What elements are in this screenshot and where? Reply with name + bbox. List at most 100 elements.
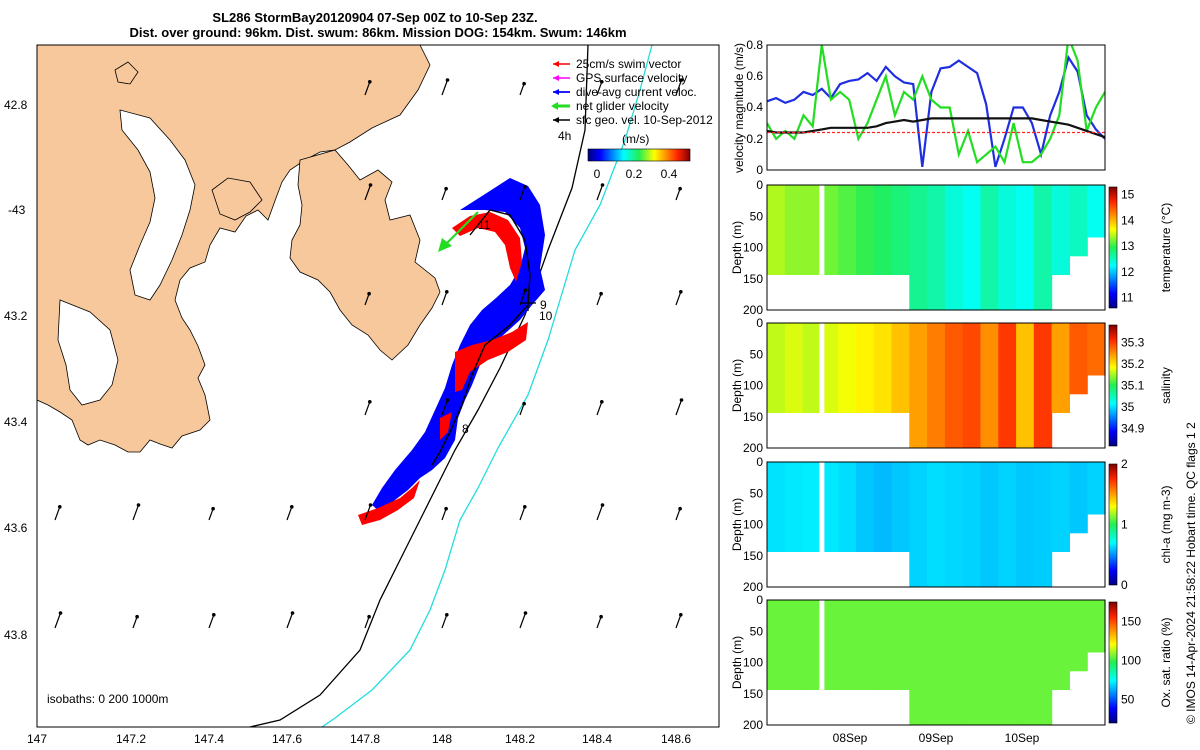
geo-arrow [441, 291, 448, 306]
section-frame [766, 184, 1106, 311]
section-cell [767, 600, 786, 690]
geo-arrow-head [600, 183, 605, 187]
section-cell [873, 185, 893, 275]
section-cell [1087, 462, 1106, 515]
map-frame [36, 44, 720, 728]
section-cell [1033, 600, 1053, 725]
geo-arrow-head [522, 81, 526, 86]
dive-avg-current-band [372, 178, 545, 512]
section-panel-oxygen: 0 50 100 150 200 Depth (m) 50 100 150 Ox. sat. ra… [730, 593, 1173, 732]
geo-arrow-head [368, 400, 372, 404]
section-cell [802, 323, 821, 413]
land-inner-block [211, 177, 263, 221]
net-velocity-arrowhead [438, 238, 452, 252]
section-cell [1069, 462, 1088, 534]
net-velocity-arrow [441, 211, 479, 249]
section-cell [1016, 600, 1035, 725]
section-cell [891, 462, 910, 552]
legend-net-velocity: net glider velocity [576, 99, 669, 113]
water-derwent [57, 299, 119, 406]
section-cell [855, 323, 875, 413]
section-cell [1051, 185, 1070, 275]
section-no-data [767, 691, 909, 725]
section-panel-chl-a: 0 50 100 150 200 Depth (m) 0 1 2 chl-a (mg m-3) [730, 455, 1173, 594]
section-y-tick: 50 [750, 209, 764, 223]
section-cell [891, 185, 910, 275]
map-y-tick: 42.8 [4, 98, 28, 112]
swim-vector-band-4 [358, 480, 420, 525]
geo-arrow-head [368, 183, 373, 187]
section-cell [1051, 600, 1070, 690]
section-cell [1069, 600, 1088, 672]
geo-arrow [286, 612, 294, 629]
section-colorbar-tick: 35 [1121, 400, 1135, 414]
day-label-11: 11 [478, 218, 491, 232]
credit-line: © IMOS 14-Apr-2024 21:58:22 Hobart time.… [1184, 422, 1198, 724]
geo-arrow [364, 504, 372, 521]
legend-colorbar-label: (m/s) [622, 132, 649, 146]
map-y-tick: 43.6 [4, 521, 28, 535]
section-cell [820, 185, 839, 275]
section-cell [980, 462, 999, 587]
geo-arrow [596, 401, 603, 416]
section-y-label: Depth (m) [730, 636, 744, 689]
geo-arrow-head [599, 291, 603, 296]
section-colorbar-tick: 1 [1121, 518, 1128, 532]
geo-arrow [441, 614, 448, 629]
geo-arrow [675, 188, 681, 201]
land-island [114, 61, 139, 85]
section-y-tick: 100 [743, 518, 763, 532]
map-x-tick: 148 [432, 732, 452, 746]
geo-arrow-head [367, 291, 371, 296]
section-y-tick: 200 [743, 580, 763, 594]
section-cell [962, 462, 982, 587]
time-x-tick-10sep: 10Sep [1005, 731, 1040, 745]
section-colorbar-tick: 2 [1121, 457, 1128, 471]
map-y-axis: 42.8 -43 43.2 43.4 43.6 43.8 [4, 98, 28, 642]
section-cell [767, 462, 786, 552]
section-cell [1033, 185, 1053, 310]
section-y-tick: 0 [756, 455, 763, 469]
map-legend: 25cm/s swim vector GPS surface velocity … [551, 57, 713, 181]
section-cell [1016, 185, 1035, 310]
section-cell [767, 185, 786, 275]
section-colorbar-tick: 35.3 [1121, 335, 1145, 349]
section-cell [784, 185, 804, 275]
legend-scale-label: 4h [558, 129, 571, 143]
section-colorbar-tick: 150 [1121, 615, 1141, 629]
section-cell [998, 462, 1017, 587]
section-cell [1069, 185, 1088, 257]
day-label-10: 10 [539, 309, 553, 323]
section-cell [1087, 600, 1106, 653]
legend-gps-velocity: GPS surface velocity [576, 71, 687, 85]
geo-arrow [132, 504, 140, 521]
geo-arrow [519, 186, 526, 201]
section-cell [838, 600, 857, 690]
section-cell [820, 600, 839, 690]
section-cell [998, 323, 1017, 448]
section-y-tick: 50 [750, 347, 764, 361]
section-colorbar-tick: 35.1 [1121, 379, 1145, 393]
section-cell [927, 323, 946, 448]
map-y-tick: -43 [8, 203, 26, 217]
geo-arrow-head [679, 613, 683, 617]
section-colorbar-label: salinity [1159, 367, 1173, 404]
section-y-label: Depth (m) [730, 359, 744, 412]
geo-arrow [364, 184, 372, 201]
geo-arrow [364, 616, 370, 629]
geo-arrow-head [136, 503, 141, 507]
velocity-lines [767, 45, 1105, 168]
section-y-tick: 0 [756, 316, 763, 330]
geo-arrow [596, 293, 602, 306]
map-x-tick: 147 [27, 732, 47, 746]
velocity-y-tick: 0.4 [746, 100, 763, 114]
geo-arrow-head [445, 290, 449, 294]
section-cell [873, 600, 893, 690]
section-cell [980, 323, 999, 448]
section-cell [873, 462, 893, 552]
section-cell [909, 462, 928, 587]
section-y-tick: 200 [743, 441, 763, 455]
geo-velocity-arrows [54, 78, 684, 629]
section-colorbar [1108, 463, 1118, 586]
